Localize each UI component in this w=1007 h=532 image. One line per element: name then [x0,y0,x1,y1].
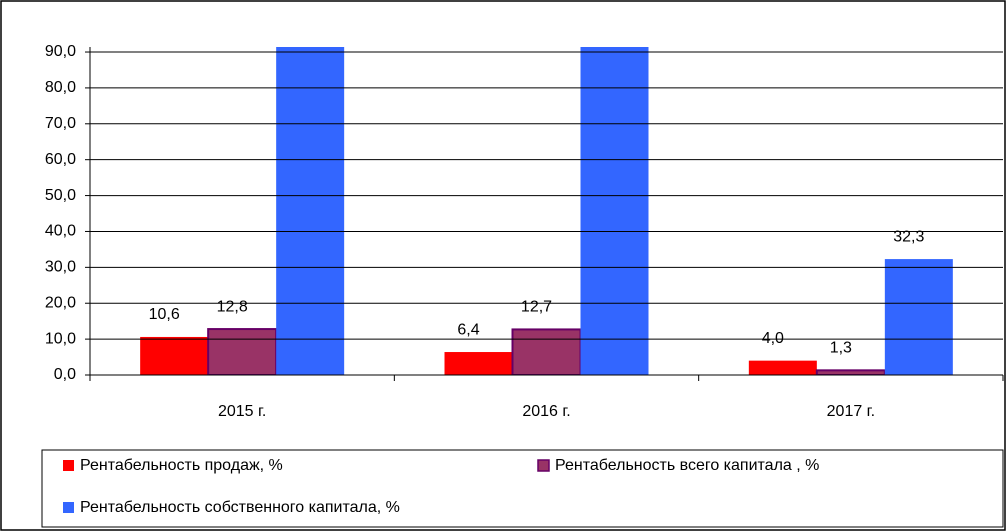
data-label: 12,7 [521,299,552,316]
bar [815,369,886,375]
legend-box [41,449,1004,528]
x-tick-label: 2015 г. [218,403,266,420]
bar [207,328,278,375]
y-tick-label: 30,0 [45,259,76,276]
x-tick-label: 2017 г. [827,403,875,420]
bar [580,47,649,375]
bar [444,352,513,375]
data-label: 1,3 [830,340,852,357]
legend-swatch [63,502,74,513]
y-tick-label: 50,0 [45,187,76,204]
y-tick-label: 60,0 [45,151,76,168]
legend-label: Рентабельность всего капитала , % [555,457,819,474]
data-label: 12,8 [217,298,248,315]
legend-label: Рентабельность собственного капитала, % [80,499,400,516]
bar [276,47,345,375]
y-tick-label: 80,0 [45,79,76,96]
legend-swatch [63,460,74,471]
legend-label: Рентабельность продаж, % [80,457,283,474]
bar [884,259,953,375]
data-label: 4,0 [762,330,784,347]
bars [140,47,953,375]
bar [140,336,209,375]
y-tick-label: 20,0 [45,294,76,311]
y-tick-label: 0,0 [54,366,76,383]
y-tick-label: 10,0 [45,330,76,347]
data-label: 6,4 [457,321,479,338]
bar [511,328,582,375]
y-tick-label: 40,0 [45,223,76,240]
y-tick-label: 90,0 [45,43,76,60]
x-tick-label: 2016 г. [522,403,570,420]
y-tick-label: 70,0 [45,115,76,132]
data-label: 10,6 [149,306,180,323]
legend-swatch [537,459,550,472]
data-label: 32,3 [893,228,924,245]
bar [748,360,817,375]
